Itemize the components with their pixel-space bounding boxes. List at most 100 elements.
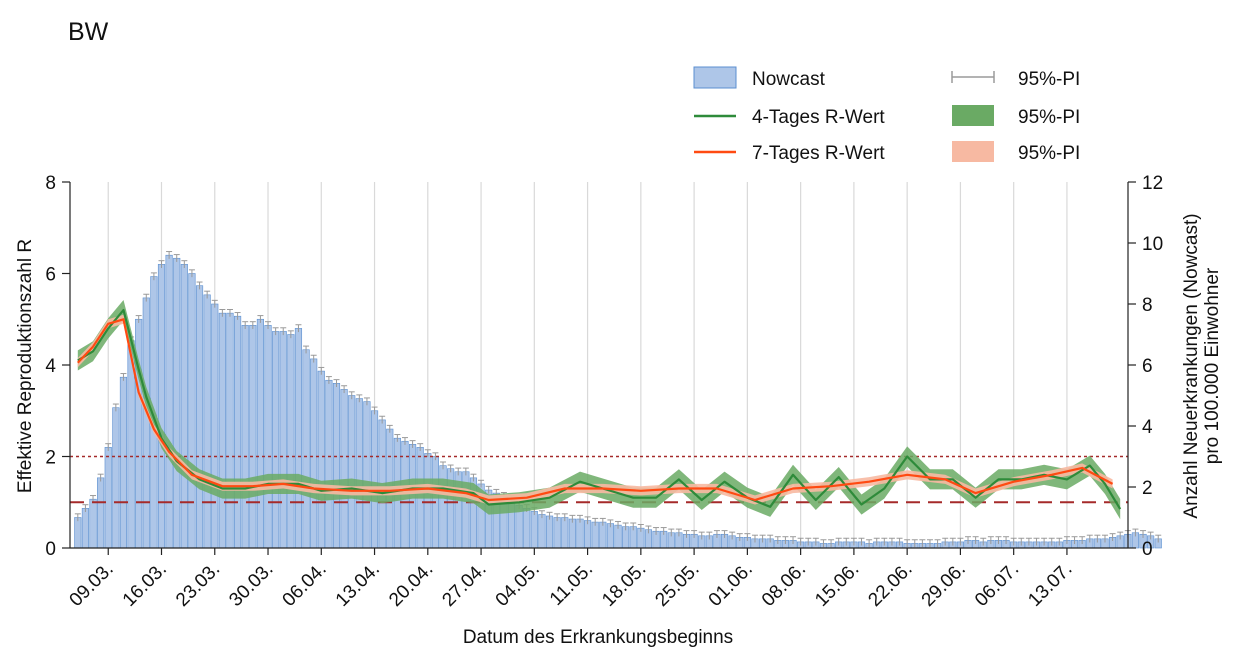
x-tick-label: 11.05. (546, 559, 597, 610)
nowcast-bar (89, 498, 97, 549)
nowcast-pi-bars (74, 251, 1162, 548)
y-left-tick-label: 0 (45, 539, 56, 560)
nowcast-bar (272, 331, 280, 549)
nowcast-bar (370, 410, 379, 549)
y-right-tick-label: 2 (1142, 478, 1153, 499)
y-left-tick-label: 2 (45, 448, 56, 469)
nowcast-bars (74, 254, 1162, 549)
nowcast-bar (439, 465, 447, 549)
y-axis-right-title-line2: pro 100.000 Einwohner (1202, 267, 1223, 464)
nowcast-bar (119, 376, 128, 549)
x-tick-label: 20.04. (385, 559, 437, 611)
nowcast-bar (599, 521, 607, 549)
x-tick-label: 23.03. (172, 559, 224, 611)
legend-label-pi-nowcast: 95%-PI (1018, 69, 1080, 90)
r7-band (77, 314, 1113, 505)
y-right-tick-label: 4 (1142, 417, 1153, 438)
nowcast-bar (173, 257, 181, 549)
nowcast-bar (195, 285, 204, 549)
nowcast-bar (538, 514, 546, 549)
x-tick-label: 08.06. (758, 559, 810, 611)
x-tick-label: 13.04. (332, 559, 384, 611)
nowcast-bar (325, 379, 333, 549)
y-right-tick-label: 10 (1142, 234, 1163, 255)
x-tick-label: 27.04. (438, 559, 490, 611)
y-left-tick-label: 8 (45, 173, 56, 194)
nowcast-bar (348, 395, 356, 549)
x-tick-label: 25.05. (651, 559, 703, 611)
y-axis-left-title: Effektive Reproduktionszahl R (15, 239, 36, 493)
chart-title: BW (68, 18, 109, 46)
r-value-lines (77, 309, 1122, 510)
y-right-tick-label: 8 (1142, 295, 1153, 316)
nowcast-bar (568, 518, 576, 549)
nowcast-bar (523, 508, 531, 549)
y-axis-right-title-line1: Anzahl Neuerkrankungen (Nowcast) (1181, 213, 1202, 518)
nowcast-bar (112, 407, 120, 549)
nowcast-bar (241, 325, 249, 549)
x-tick-label: 16.03. (119, 559, 171, 611)
nowcast-bar (218, 312, 226, 549)
nowcast-bar (363, 401, 371, 549)
legend: Nowcast 95%-PI 4-Tages R-Wert 95%-PI 7-T… (693, 66, 1080, 164)
nowcast-bar (97, 477, 105, 549)
nowcast-bar (249, 325, 257, 549)
legend-swatch-r7-band (952, 141, 994, 162)
x-tick-label: 29.06. (918, 559, 970, 611)
y-left-tick-label: 4 (45, 356, 56, 377)
nowcast-bar (264, 325, 272, 549)
nowcast-bar (234, 315, 242, 549)
nowcast-bar (104, 447, 112, 549)
nowcast-bar (211, 303, 219, 549)
reference-lines (70, 455, 1128, 504)
r7-line (77, 318, 1114, 502)
nowcast-bar (332, 382, 341, 549)
x-tick-label: 06.04. (279, 559, 331, 611)
nowcast-bar (279, 331, 287, 549)
nowcast-bar (553, 517, 561, 549)
y-right-tick-label: 12 (1142, 173, 1163, 194)
nowcast-bar (545, 515, 554, 549)
legend-label-pi-r7: 95%-PI (1018, 143, 1080, 164)
legend-label-nowcast: Nowcast (752, 69, 826, 90)
x-tick-label: 13.07. (1024, 559, 1076, 611)
x-tick-label: 30.03. (225, 559, 277, 611)
legend-swatch-r4-band (952, 105, 994, 126)
nowcast-bar (226, 312, 234, 549)
nowcast-bar (294, 328, 303, 549)
y-right-tick-label: 0 (1142, 539, 1153, 560)
nowcast-bar (310, 358, 318, 549)
x-tick-label: 01.06. (705, 559, 757, 611)
nowcast-bar (81, 508, 89, 549)
r-value-bands (77, 300, 1121, 520)
x-tick-label: 09.03. (66, 559, 118, 611)
x-tick-label: 18.05. (598, 559, 650, 611)
x-tick-label: 22.06. (864, 559, 916, 611)
nowcast-bar (142, 297, 150, 549)
nowcast-bar (256, 318, 264, 549)
nowcast-bar (584, 520, 592, 549)
nowcast-bar (74, 517, 82, 549)
nowcast-bar (180, 264, 188, 549)
nowcast-bar (287, 334, 295, 549)
legend-label-r4: 4-Tages R-Wert (752, 107, 885, 128)
nowcast-bar (591, 521, 599, 549)
x-tick-label: 06.07. (971, 559, 1023, 611)
nowcast-bar (340, 389, 348, 549)
y-right-tick-label: 6 (1142, 356, 1153, 377)
nowcast-bar (355, 398, 363, 549)
nowcast-bar (188, 273, 196, 549)
legend-label-pi-r4: 95%-PI (1018, 107, 1080, 128)
nowcast-bar (302, 349, 310, 549)
nowcast-bar (424, 453, 432, 549)
nowcast-bar (576, 518, 584, 549)
x-tick-label: 15.06. (811, 559, 863, 611)
nowcast-bar (157, 264, 166, 549)
nowcast-bar (317, 370, 325, 549)
nowcast-bar (165, 254, 173, 549)
legend-label-r7: 7-Tages R-Wert (752, 143, 885, 164)
x-axis-title: Datum des Erkrankungsbeginns (463, 627, 733, 648)
nowcast-bar (561, 517, 569, 549)
y-left-tick-label: 6 (45, 265, 56, 286)
